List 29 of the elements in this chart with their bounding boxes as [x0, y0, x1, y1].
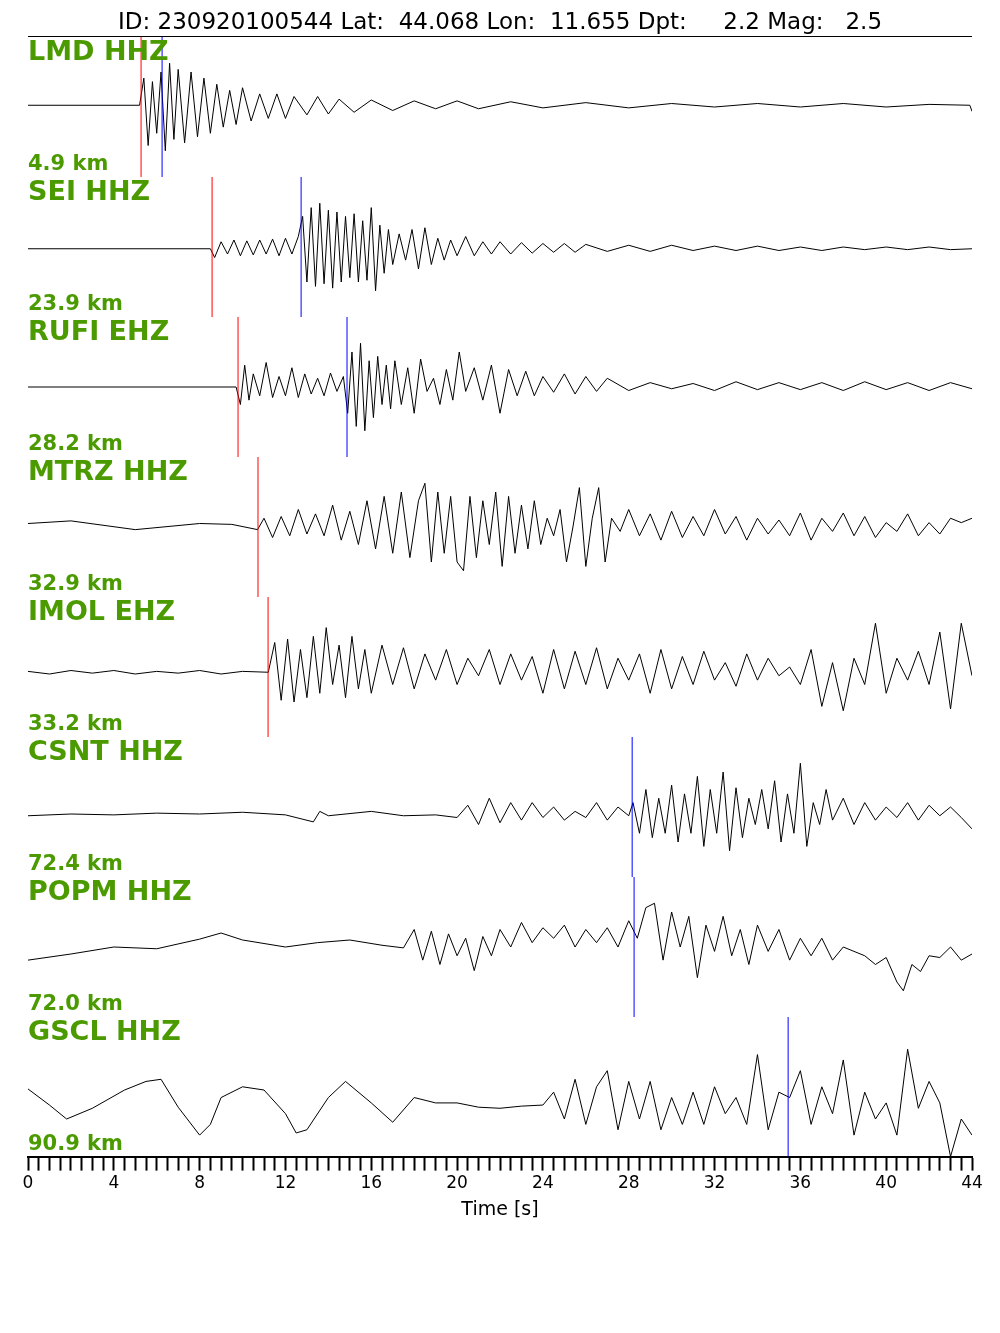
- text: 72.4 km: [28, 850, 123, 875]
- annotation: 90.9 km: [28, 1130, 123, 1155]
- x-tick-label: 8: [194, 1172, 206, 1193]
- annotation: CSNT HHZ: [28, 734, 183, 766]
- x-tick-label: 20: [446, 1172, 468, 1193]
- text: 32.9 km: [28, 570, 123, 595]
- chart-title: ID: 230920100544 Lat: 44.068 Lon: 11.655 Dpt: 2.2 Mag: 2.5: [117, 8, 883, 34]
- annotation: MTRZ HHZ: [28, 454, 188, 486]
- text: 33.2 km: [28, 710, 123, 735]
- annotation: SEI HHZ: [28, 174, 151, 206]
- x-tick-label: 4: [108, 1172, 120, 1193]
- x-tick-label: 28: [617, 1172, 640, 1193]
- x-tick-label: 44: [961, 1172, 983, 1193]
- text: 23.9 km: [28, 290, 123, 315]
- annotation: POPM HHZ: [28, 874, 192, 906]
- x-tick-label: 40: [875, 1172, 897, 1193]
- x-tick-label: 32: [703, 1172, 726, 1193]
- x-tick-label: 0: [22, 1172, 34, 1193]
- annotation: IMOL EHZ: [28, 594, 176, 626]
- x-tick-label: 24: [532, 1172, 554, 1193]
- x-tick-label: 16: [360, 1172, 383, 1193]
- x-axis-title: Time [s]: [460, 1197, 540, 1219]
- annotation: RUFI EHZ: [28, 314, 170, 346]
- text: 72.0 km: [28, 990, 123, 1015]
- x-tick-label: 36: [789, 1172, 812, 1193]
- text: GSCL HHZ: [28, 1014, 181, 1046]
- x-tick-label: 12: [274, 1172, 297, 1193]
- text: 4.9 km: [28, 150, 109, 175]
- text: 28.2 km: [28, 430, 123, 455]
